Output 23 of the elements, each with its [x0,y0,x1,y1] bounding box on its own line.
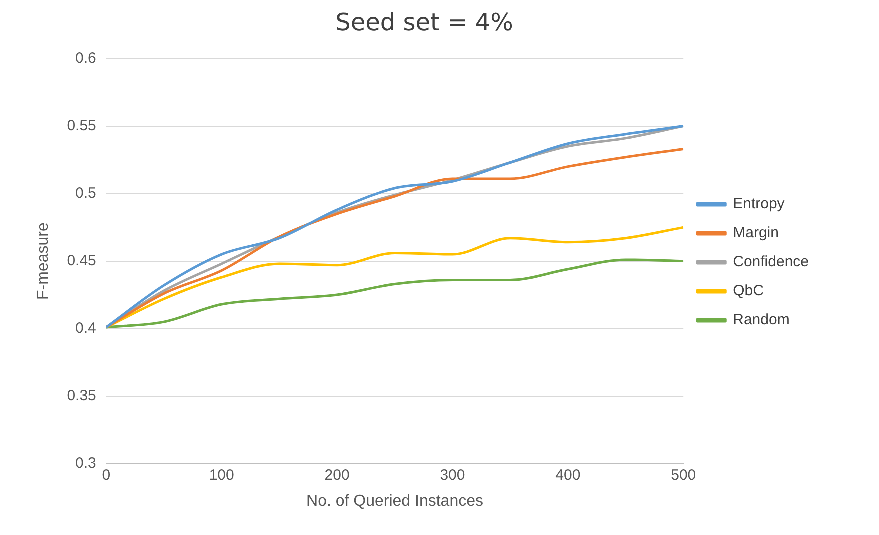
x-tick-label: 400 [556,466,581,484]
line-series [106,258,684,329]
y-axis-title: F-measure [35,222,52,300]
y-tick-label: 0.5 [76,184,96,202]
y-tick-label: 0.6 [76,50,96,67]
y-tick-label: 0.3 [76,454,96,472]
y-tick-label: 0.55 [67,117,96,134]
x-tick-label: 100 [209,466,234,484]
y-tick-label: 0.45 [67,252,96,270]
chart-title: Seed set = 4% [336,8,514,37]
legend-label: Margin [733,224,779,242]
y-tick-label: 0.4 [76,320,96,337]
x-tick-label: 200 [324,466,350,484]
x-tick-label: 0 [102,466,111,484]
x-tick-label: 500 [671,466,696,484]
y-tick-label: 0.35 [67,387,96,404]
legend-label: Confidence [733,254,810,271]
legend-label: Random [733,312,790,329]
legend-label: QbC [733,282,764,300]
legend-label: Entropy [733,196,786,213]
x-tick-label: 300 [440,466,466,484]
line-series [106,226,684,329]
x-axis-title: No. of Queried Instances [306,492,484,510]
